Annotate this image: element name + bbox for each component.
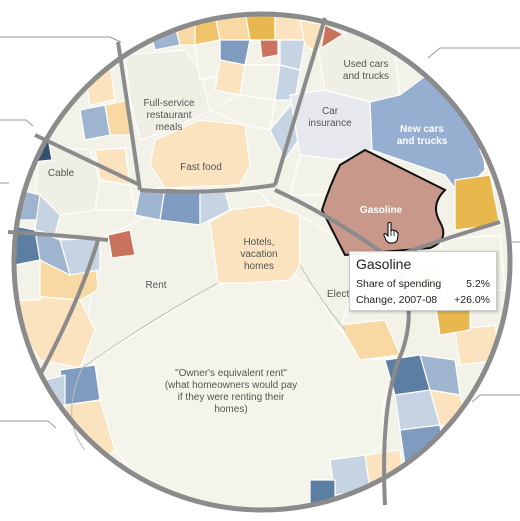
tooltip-title: Gasoline bbox=[356, 256, 412, 272]
label-car-insurance-line2: insurance bbox=[308, 118, 352, 129]
divider-housing-bottom bbox=[382, 351, 404, 506]
gasoline-tooltip: Gasoline Share of spending 5.2% Change, … bbox=[349, 251, 497, 311]
right-cell-1[interactable] bbox=[454, 174, 501, 231]
tooltip-share-label: Share of spending bbox=[356, 278, 442, 290]
inner-curves bbox=[71, 264, 346, 451]
label-owners-rent-line1: "Owner's equivalent rent" bbox=[175, 368, 287, 379]
label-hotels: Hotels, vacation homes bbox=[240, 237, 277, 272]
top-cell-7[interactable] bbox=[259, 39, 279, 59]
label-restaurant-line2: restaurant bbox=[146, 110, 191, 121]
left-cell-6[interactable] bbox=[14, 259, 41, 301]
leader-line-top-right-tick bbox=[427, 47, 441, 59]
tooltip-change-value: +26.0% bbox=[454, 294, 490, 306]
label-owners-rent: "Owner's equivalent rent" (what homeowner… bbox=[165, 368, 297, 415]
top-cell-9[interactable] bbox=[194, 39, 221, 81]
label-owners-rent-line3: if they were renting their bbox=[178, 392, 285, 403]
label-hotels-line3: homes bbox=[244, 261, 274, 272]
label-restaurant-line1: Full-service bbox=[143, 98, 195, 109]
label-hotels-line1: Hotels, bbox=[243, 237, 274, 248]
center-band-cell-5[interactable] bbox=[224, 189, 272, 211]
label-cable: Cable bbox=[48, 168, 75, 179]
label-restaurant: Full-service restaurant meals bbox=[143, 98, 195, 133]
top-cell-11[interactable] bbox=[239, 64, 281, 101]
divider-rent-bottom bbox=[38, 239, 100, 376]
leader-line-left-1-tick bbox=[25, 119, 34, 127]
bottom-right-cell-5[interactable] bbox=[399, 424, 446, 466]
divider-food-bottom bbox=[139, 183, 276, 194]
leader-line-left-3-tick bbox=[47, 420, 57, 429]
center-band-cell-4[interactable] bbox=[107, 229, 136, 259]
hand-cursor-icon bbox=[383, 222, 399, 244]
tooltip-share-row: Share of spending 5.2% bbox=[356, 276, 490, 292]
tooltip-change-label: Change, 2007-08 bbox=[356, 294, 438, 306]
label-restaurant-line3: meals bbox=[156, 122, 183, 133]
label-car-insurance: Car insurance bbox=[308, 106, 352, 129]
outer-circle bbox=[11, 11, 513, 513]
leader-line-right-2-tick bbox=[471, 394, 481, 403]
top-cell-15[interactable] bbox=[208, 94, 276, 131]
label-car-insurance-line1: Car bbox=[322, 106, 339, 117]
label-electricity: Elect bbox=[327, 289, 349, 300]
label-new-cars-line1: New cars bbox=[400, 124, 444, 135]
cable-cell-5[interactable] bbox=[94, 179, 136, 211]
fast-food-cell[interactable] bbox=[149, 119, 251, 189]
leader-line-top-left-tick bbox=[109, 36, 122, 43]
label-used-cars-line2: and trucks bbox=[343, 71, 389, 82]
label-used-cars: Used cars and trucks bbox=[343, 59, 389, 82]
divider-cable-top bbox=[34, 133, 141, 187]
label-owners-rent-line4: homes) bbox=[214, 404, 247, 415]
tooltip-change-row: Change, 2007-08 +26.0% bbox=[356, 292, 490, 308]
divider-food-right bbox=[273, 17, 327, 186]
divider-cable-bottom bbox=[7, 230, 109, 242]
restaurant-cell[interactable] bbox=[124, 49, 211, 141]
bottom-left-cell-1[interactable] bbox=[59, 364, 101, 406]
label-new-cars: New cars and trucks bbox=[397, 124, 448, 147]
label-new-cars-line2: and trucks bbox=[397, 136, 448, 147]
tooltip-share-value: 5.2% bbox=[466, 278, 490, 290]
label-used-cars-line1: Used cars bbox=[343, 59, 388, 70]
label-gasoline: Gasoline bbox=[360, 205, 403, 216]
label-hotels-line2: vacation bbox=[240, 249, 277, 260]
label-owners-rent-line2: (what homeowners would pay bbox=[165, 380, 297, 391]
label-fast-food: Fast food bbox=[180, 162, 222, 173]
label-rent: Rent bbox=[145, 280, 166, 291]
